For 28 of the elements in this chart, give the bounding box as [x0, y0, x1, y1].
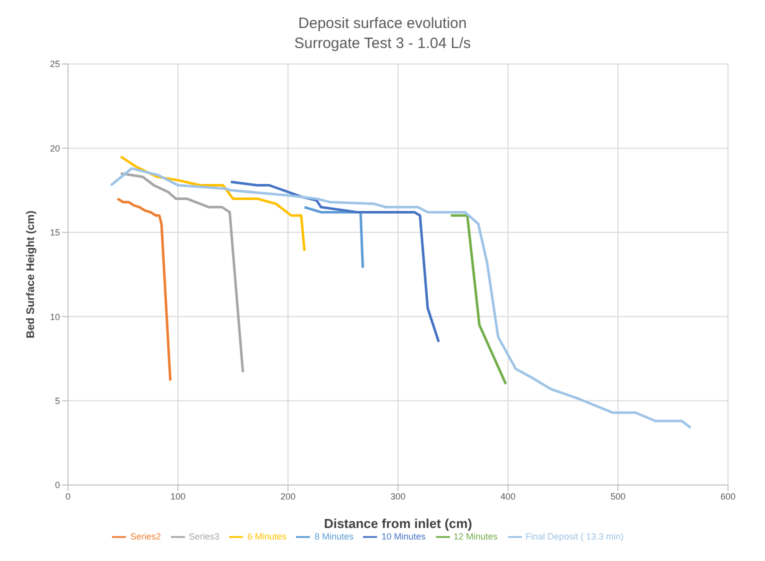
legend-label: Series3: [188, 531, 220, 542]
y-tick-label: 5: [54, 396, 60, 406]
line-series: [230, 180, 440, 344]
line-series: [116, 197, 172, 382]
x-tick-label: 0: [65, 491, 71, 502]
y-tick-label: 15: [50, 228, 60, 238]
legend-label: 10 Minutes: [381, 531, 426, 542]
x-tick-label: 100: [170, 491, 186, 502]
legend-label: 6 Minutes: [247, 531, 286, 542]
legend-label: Series2: [130, 531, 161, 542]
x-tick-label: 200: [280, 491, 296, 502]
line-series: [110, 167, 692, 429]
y-axis-title: Bed Surface Height (cm): [24, 210, 37, 338]
y-tick-label: 10: [50, 312, 60, 322]
legend-label: 12 Minutes: [454, 531, 498, 542]
x-tick-label: 600: [720, 491, 736, 502]
y-tick-label: 25: [50, 59, 60, 70]
x-tick-label: 500: [610, 491, 626, 502]
chart-title: Deposit surface evolution: [297, 14, 468, 34]
legend-label: 8 Minutes: [314, 531, 354, 542]
line-series: [120, 172, 244, 374]
legend-label: Final Deposit ( 13.3 min): [526, 531, 624, 542]
y-tick-label: 0: [54, 480, 60, 490]
x-tick-label: 400: [500, 491, 516, 502]
chart-subtitle: Surrogate Test 3 - 1.04 L/s: [293, 34, 472, 54]
y-tick-label: 20: [50, 143, 60, 154]
x-tick-label: 300: [390, 491, 406, 502]
x-axis-title: Distance from inlet (cm): [324, 516, 472, 531]
